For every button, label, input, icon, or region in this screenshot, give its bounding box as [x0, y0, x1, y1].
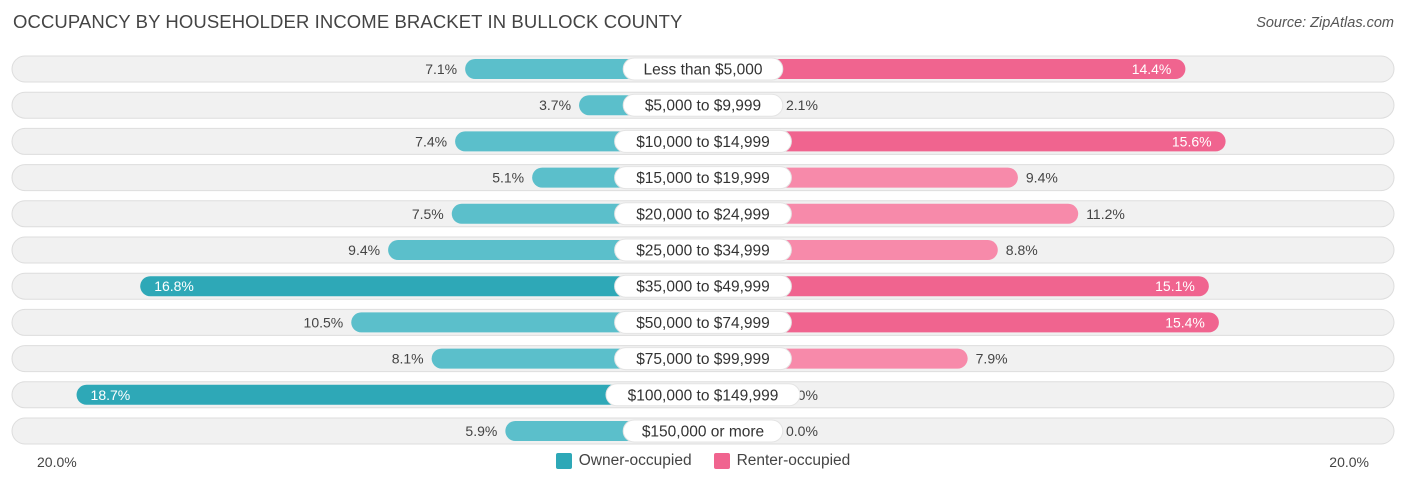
owner-bar — [140, 276, 703, 297]
category-label: $150,000 or more — [642, 424, 764, 441]
category-label: $100,000 to $149,999 — [628, 387, 779, 404]
category-label: $10,000 to $14,999 — [636, 134, 770, 151]
category-label-bg — [614, 347, 792, 371]
category-label-bg — [614, 202, 792, 226]
renter-value-label: 14.4% — [1132, 61, 1172, 77]
owner-value-label: 18.7% — [91, 387, 131, 403]
legend-item-owner: Owner-occupied — [555, 452, 692, 470]
category-label-bg — [622, 93, 784, 117]
owner-bar — [351, 312, 703, 333]
renter-value-label: 8.8% — [1006, 242, 1038, 258]
category-label: $50,000 to $74,999 — [636, 315, 770, 332]
category-label: $25,000 to $34,999 — [636, 243, 770, 260]
renter-value-label: 15.1% — [1155, 278, 1195, 294]
category-label-bg — [614, 238, 792, 262]
category-label-bg — [622, 57, 784, 81]
renter-value-label: 2.1% — [786, 97, 818, 113]
category-label: $75,000 to $99,999 — [636, 351, 770, 368]
owner-value-label: 16.8% — [154, 278, 194, 294]
legend: Owner-occupied Renter-occupied — [0, 452, 1406, 470]
owner-value-label: 9.4% — [348, 242, 380, 258]
category-label-bg — [614, 166, 792, 190]
owner-value-label: 7.4% — [415, 133, 447, 149]
legend-label-owner: Owner-occupied — [578, 452, 692, 469]
legend-swatch-owner — [555, 453, 572, 469]
renter-value-label: 9.4% — [1026, 170, 1058, 186]
category-label-bg — [622, 419, 784, 443]
renter-bar — [703, 276, 1209, 297]
owner-bar — [76, 384, 704, 405]
axis-left-label: 20.0% — [37, 454, 77, 470]
category-label: $5,000 to $9,999 — [645, 98, 761, 115]
renter-value-label: 7.9% — [976, 351, 1008, 367]
source-label: Source: ZipAtlas.com — [1256, 15, 1394, 31]
owner-value-label: 10.5% — [304, 314, 344, 330]
category-label-bg — [605, 383, 801, 407]
category-label: Less than $5,000 — [644, 62, 763, 79]
renter-bar — [703, 312, 1219, 333]
legend-swatch-renter — [713, 453, 730, 469]
renter-value-label: 15.4% — [1165, 314, 1205, 330]
owner-value-label: 5.9% — [465, 423, 497, 439]
chart-title: OCCUPANCY BY HOUSEHOLDER INCOME BRACKET … — [13, 11, 683, 32]
renter-value-label: 0.0% — [786, 423, 818, 439]
category-label: $20,000 to $24,999 — [636, 206, 770, 223]
owner-value-label: 7.5% — [412, 206, 444, 222]
owner-value-label: 7.1% — [425, 61, 457, 77]
category-label: $15,000 to $19,999 — [636, 170, 770, 187]
renter-bar — [703, 131, 1226, 152]
renter-value-label: 15.6% — [1172, 133, 1212, 149]
axis-right-label: 20.0% — [1329, 454, 1369, 470]
owner-value-label: 3.7% — [539, 97, 571, 113]
renter-bar — [703, 59, 1186, 79]
renter-bar — [703, 203, 1079, 224]
category-label-bg — [614, 310, 792, 334]
chart-canvas: 7.1% 14.4% Less than $5,000 3.7% 2.1% $5,000 … — [11, 55, 1395, 445]
legend-label-renter: Renter-occupied — [736, 452, 851, 469]
category-label-bg — [614, 274, 792, 298]
category-label-bg — [614, 129, 792, 153]
renter-value-label: 11.2% — [1086, 206, 1125, 222]
owner-value-label: 8.1% — [392, 351, 424, 367]
category-label: $35,000 to $49,999 — [636, 279, 770, 296]
owner-value-label: 5.1% — [492, 170, 524, 186]
legend-item-renter: Renter-occupied — [713, 452, 851, 470]
